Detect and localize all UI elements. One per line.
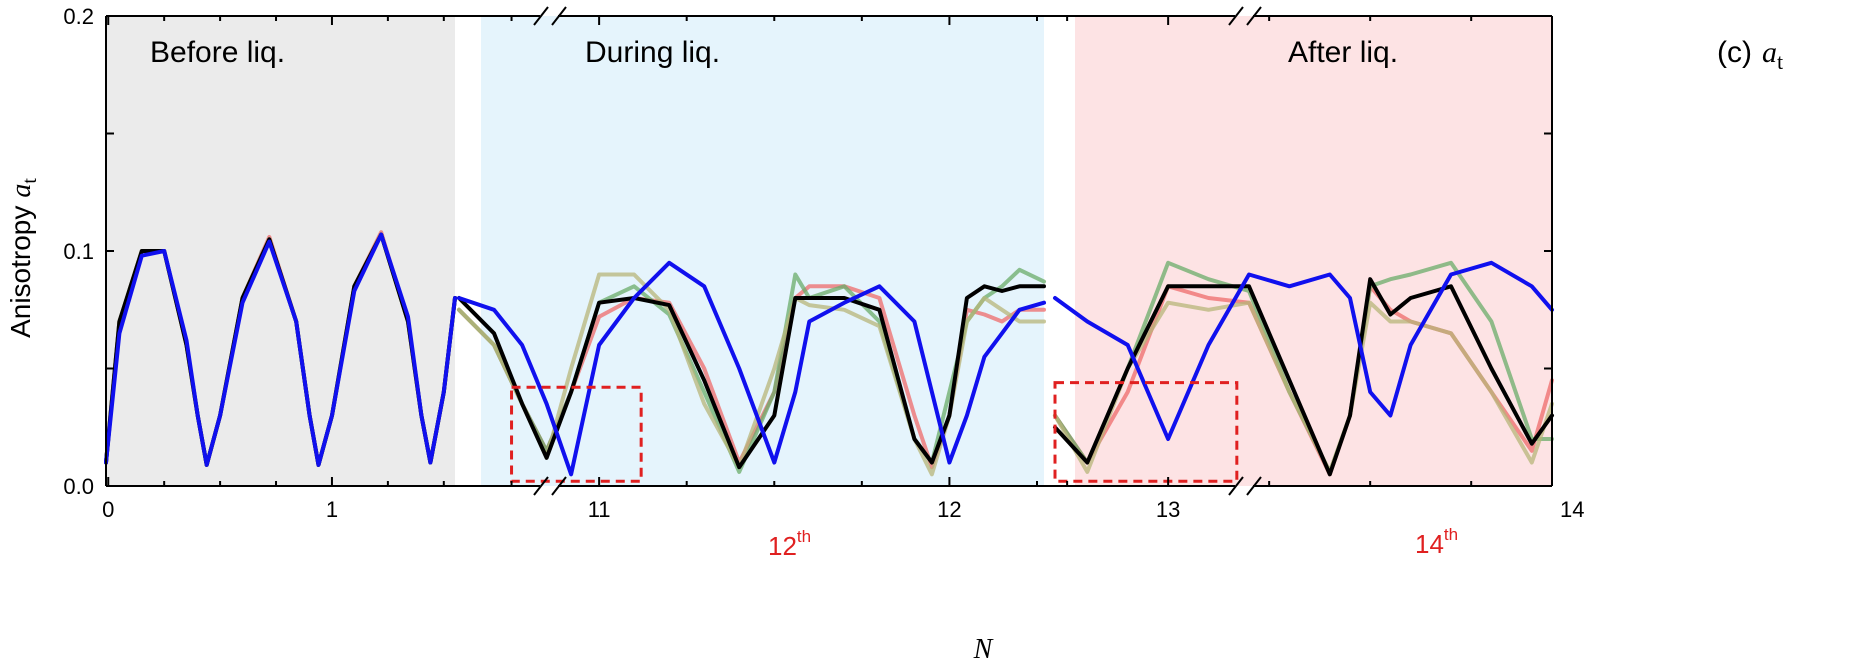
highlight-box-1 <box>510 385 643 483</box>
axis-break-mark-1-1b <box>551 6 567 26</box>
segment-series-during <box>457 260 1046 477</box>
panel-label-symbol: a <box>1762 36 1777 69</box>
svg-text:Anisotropyat: Anisotropy at <box>5 178 41 338</box>
axis-break-mark-1-2a <box>533 476 549 496</box>
annotation-12th: 12th <box>768 527 811 561</box>
axis-break-mark-1-2b <box>551 476 567 496</box>
annotation-14th-suffix: th <box>1444 525 1458 544</box>
background-shading-layer <box>106 16 1552 486</box>
segment-series-before <box>104 230 457 467</box>
highlight-box-layer <box>510 381 1239 483</box>
y-axis-label-symbol: a <box>6 184 37 198</box>
x-tick-label-2: 11 <box>588 497 611 522</box>
y-tick-label-1: 0.1 <box>63 239 94 264</box>
series-line-during-5 <box>457 260 1046 477</box>
series-line-after-4 <box>1053 277 1554 477</box>
x-tick-label-1: 1 <box>326 497 338 522</box>
segment-title-before: Before liq. <box>150 36 285 69</box>
series-layer <box>104 230 1554 477</box>
y-axis-label-subscript: t <box>19 178 41 184</box>
panel-label-tag: (c) <box>1717 36 1752 69</box>
series-line-before-5 <box>104 232 457 467</box>
axis-break-mark-2-2a <box>1228 476 1244 496</box>
panel-label-subscript: t <box>1777 49 1783 74</box>
segment-title-during: During liq. <box>585 36 720 69</box>
panel-label: (c) at <box>1717 36 1783 74</box>
axis-break-mark-1-1a <box>533 6 549 26</box>
axis-break-mark-2-1a <box>1228 6 1244 26</box>
series-line-during-4 <box>457 284 1046 470</box>
segment-title-after: After liq. <box>1288 36 1398 69</box>
series-line-after-5 <box>1053 260 1554 441</box>
x-tick-label-4: 13 <box>1156 497 1180 522</box>
axis-break-mark-2-1b <box>1246 6 1262 26</box>
y-tick-label-2: 0.2 <box>63 4 94 29</box>
segment-shading-after <box>1075 16 1552 486</box>
annotation-12th-number: 12 <box>768 531 797 561</box>
annotation-14th: 14th <box>1415 525 1458 559</box>
axis-break-mark-2-2b <box>1246 476 1262 496</box>
x-tick-label-0: 0 <box>102 497 114 522</box>
y-tick-label-0: 0.0 <box>63 474 94 499</box>
y-axis-label: Anisotropy at <box>5 178 41 338</box>
y-axis-label-text: Anisotropy <box>5 206 36 338</box>
segment-series-after <box>1053 260 1554 477</box>
x-axis-label: N <box>973 634 994 665</box>
x-tick-label-5: 14 <box>1560 497 1584 522</box>
highlight-box-2 <box>1053 381 1239 483</box>
x-tick-label-3: 12 <box>937 497 961 522</box>
axes-layer: 0.00.10.20 1 11 12 13 14 <box>63 4 1584 522</box>
annotation-14th-number: 14 <box>1415 529 1444 559</box>
annotation-12th-suffix: th <box>797 527 811 546</box>
